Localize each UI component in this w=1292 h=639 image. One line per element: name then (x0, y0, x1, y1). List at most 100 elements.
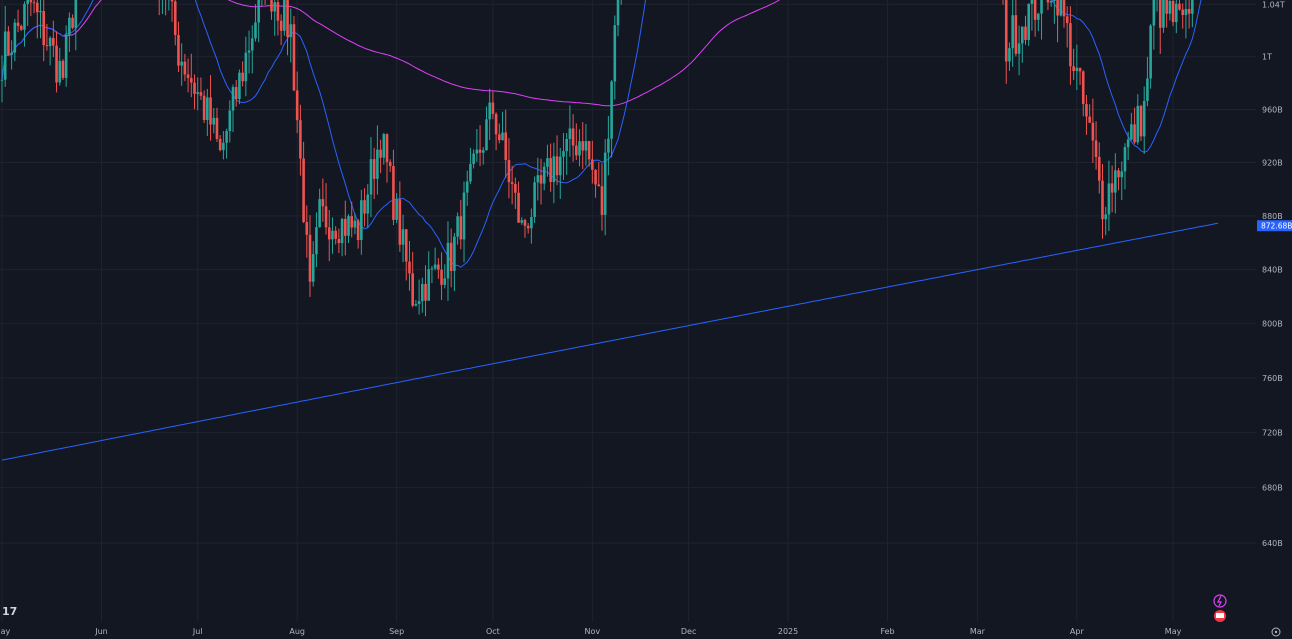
candle-body (1017, 43, 1021, 54)
candle-body (353, 220, 357, 228)
y-tick-label: 640B (1262, 539, 1283, 548)
candle-body (1130, 124, 1133, 140)
candle-body (616, 0, 620, 26)
candle-body (254, 22, 257, 39)
ma-mid-line (1, 0, 781, 107)
candle-body (10, 52, 13, 55)
candle-body (1062, 0, 1066, 17)
candle-body (206, 97, 209, 121)
x-tick-label: Jul (192, 627, 203, 636)
candle-body (481, 150, 485, 153)
candle-body (19, 25, 23, 30)
candle-body (1158, 0, 1162, 28)
candle-body (222, 142, 225, 151)
candle-body (1078, 67, 1082, 72)
candle-body (173, 1, 177, 35)
candle-body (1037, 13, 1040, 20)
candle-body (45, 45, 49, 47)
candle-body (23, 3, 26, 30)
candle-body (29, 0, 33, 3)
candle-body (1162, 0, 1165, 28)
price-badge (1257, 220, 1292, 232)
candle-body (32, 2, 36, 4)
candle-body (523, 220, 527, 226)
candle-body (478, 149, 482, 153)
candle-body (388, 162, 392, 167)
candle-body (360, 200, 363, 241)
candle-body (183, 61, 187, 75)
ma-slow-path (1, 222, 1219, 461)
candle-body (52, 37, 55, 46)
candle-body (1008, 48, 1011, 62)
candle-body (193, 82, 196, 94)
candle-body (189, 78, 193, 83)
candle-body (485, 119, 488, 151)
candle-body (321, 199, 325, 207)
candle-body (594, 169, 597, 185)
candle-body (1107, 183, 1111, 215)
candle-body (440, 269, 443, 285)
candle-body (414, 304, 418, 306)
ma-mid-path (1, 0, 781, 107)
candle-body (613, 25, 617, 82)
candle-body (1139, 105, 1143, 137)
candle-body (347, 216, 350, 236)
y-tick-label: 840B (1262, 266, 1283, 275)
candle-body (603, 152, 607, 215)
candle-body (411, 273, 414, 306)
y-tick-label: 1T (1262, 53, 1272, 62)
candle-body (498, 134, 501, 141)
candle-body (1075, 67, 1079, 72)
candle-body (379, 149, 382, 158)
candle-body (430, 268, 434, 270)
candle-body (241, 72, 244, 82)
candle-body (1056, 0, 1059, 16)
candle-body (456, 216, 459, 237)
candle-body (0, 79, 4, 81)
candle-body (238, 72, 241, 99)
candle-body (526, 225, 530, 229)
price-labels: 1.22T1.22TTOTAL21.21T20:22:511.09T1.07T8… (1257, 220, 1292, 232)
candle-body (469, 163, 472, 182)
candle-body (289, 24, 293, 38)
candle-body (1174, 3, 1178, 23)
candle-body (1024, 26, 1027, 40)
candle-body (177, 34, 180, 66)
candle-body (571, 128, 575, 146)
candle-body (501, 132, 504, 141)
candle-body (382, 134, 386, 158)
candle-body (1149, 25, 1152, 79)
candle-body (257, 0, 260, 23)
candle-body (334, 230, 337, 239)
candle-body (449, 242, 453, 271)
candle-body (7, 31, 10, 55)
candle-body (218, 138, 222, 151)
candle-body (408, 261, 411, 274)
candle-body (1088, 116, 1091, 123)
candle-body (327, 227, 331, 240)
candle-body (504, 132, 508, 161)
y-tick-label: 920B (1262, 159, 1283, 168)
candle-body (1187, 8, 1191, 14)
candle-body (536, 175, 540, 183)
candle-body (1191, 0, 1194, 14)
candle-body (1181, 9, 1185, 16)
candle-body (283, 0, 286, 31)
lightning-icon[interactable] (1213, 594, 1227, 608)
candle-body (491, 102, 495, 114)
x-tick-label: May (0, 627, 11, 636)
candle-body (395, 199, 398, 220)
flag-icon[interactable] (1214, 610, 1226, 622)
candle-body (1027, 3, 1031, 40)
settings-icon[interactable] (1271, 627, 1281, 637)
candle-body (1094, 140, 1098, 157)
x-tick-label: May (1165, 627, 1182, 636)
candle-body (392, 166, 395, 220)
candle-body (558, 156, 562, 176)
candle-body (1040, 0, 1043, 14)
y-tick-label: 960B (1262, 105, 1283, 114)
candle-body (273, 2, 277, 12)
x-tick-label: Aug (289, 627, 305, 636)
y-tick-label: 1.04T (1262, 0, 1285, 9)
